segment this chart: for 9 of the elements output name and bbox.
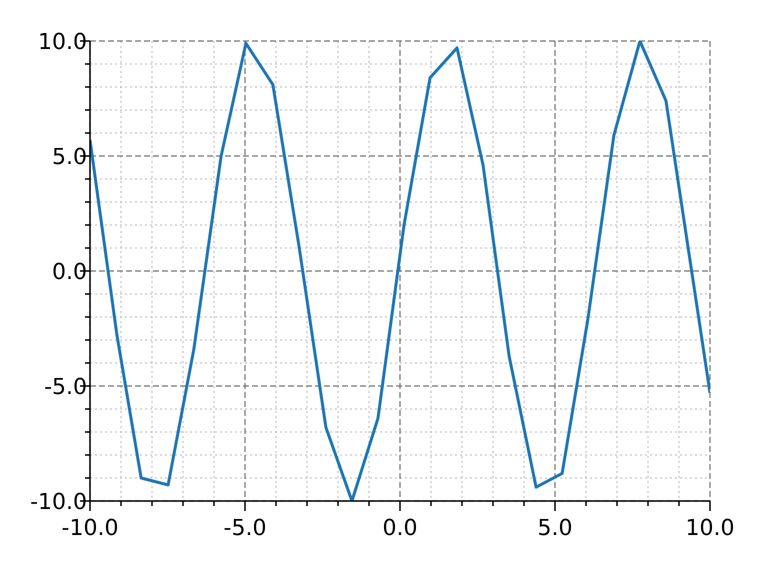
y-tick-label: 5.0 bbox=[52, 145, 87, 170]
y-tick-label: -5.0 bbox=[44, 375, 87, 400]
y-tick-label: -10.0 bbox=[30, 490, 87, 515]
y-tick-label: 10.0 bbox=[38, 30, 87, 55]
x-tick-label: 5.0 bbox=[538, 516, 572, 541]
x-tick-label: -5.0 bbox=[224, 516, 266, 541]
x-tick-label: 0.0 bbox=[382, 516, 418, 541]
x-tick-label: 10.0 bbox=[686, 516, 734, 541]
y-tick-label: 0.0 bbox=[52, 260, 87, 285]
